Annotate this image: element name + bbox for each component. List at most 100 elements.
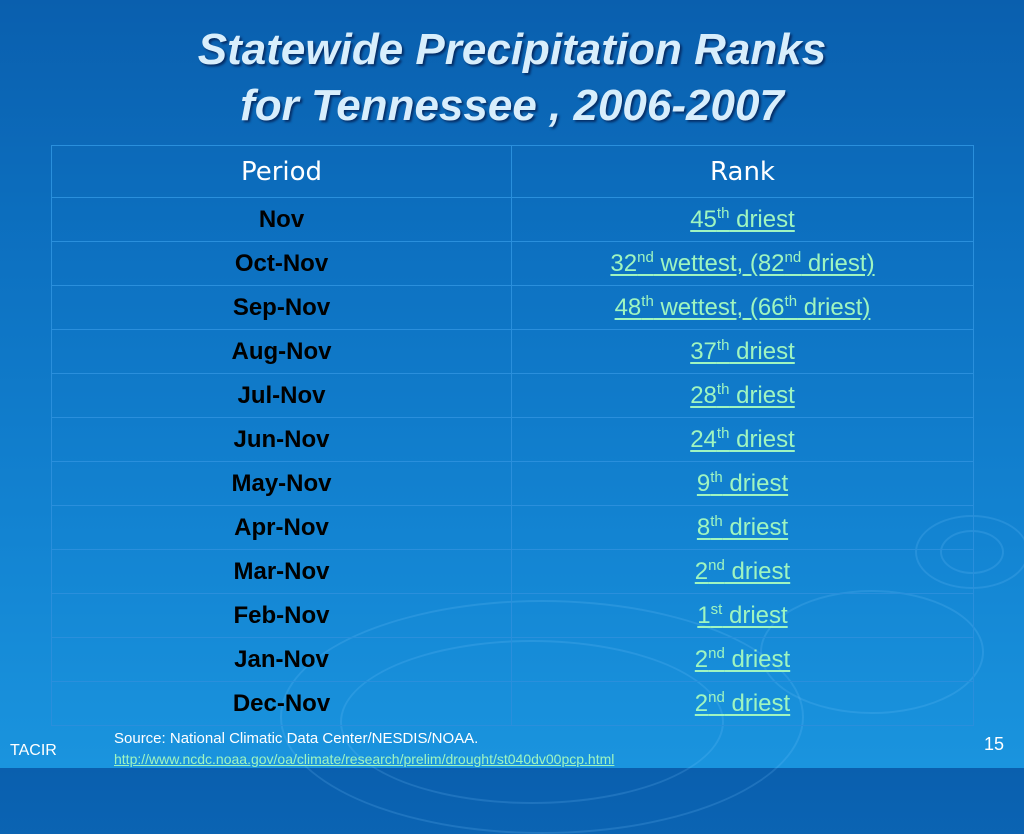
rank-link[interactable]: 2nd driest bbox=[695, 690, 790, 717]
rank-description: wettest, (82 bbox=[653, 249, 785, 277]
rank-cell: 9th driest bbox=[511, 461, 974, 506]
source-link[interactable]: http://www.ncdc.noaa.gov/oa/climate/rese… bbox=[114, 751, 615, 767]
table-header-row: Period Rank bbox=[51, 145, 974, 198]
title-line-2: for Tennessee , 2006-2007 bbox=[240, 81, 784, 130]
rank-ordinal-suffix: st bbox=[710, 600, 723, 618]
rank-number: 2 bbox=[694, 689, 709, 717]
table-row: Sep-Nov 48th wettest, (66th driest) bbox=[51, 285, 974, 330]
rank-number: 9 bbox=[696, 469, 711, 497]
rank-cell: 32nd wettest, (82nd driest) bbox=[511, 241, 974, 286]
precipitation-rank-table: Period Rank Nov 45th driest Oct-Nov 32nd we… bbox=[51, 145, 974, 726]
rank-ordinal-suffix: th bbox=[716, 380, 730, 398]
rank-description: driest bbox=[724, 557, 791, 585]
rank-cell: 37th driest bbox=[511, 329, 974, 374]
rank-link[interactable]: 32nd wettest, (82nd driest) bbox=[610, 250, 874, 277]
rank-description: driest bbox=[729, 425, 795, 453]
table-row: Oct-Nov 32nd wettest, (82nd driest) bbox=[51, 241, 974, 286]
table-row: Mar-Nov 2nd driest bbox=[51, 549, 974, 594]
rank-description: driest bbox=[722, 601, 788, 629]
rank-number: 2 bbox=[694, 557, 709, 585]
rank-number: 32 bbox=[610, 249, 638, 277]
rank-cell: 8th driest bbox=[511, 505, 974, 550]
rank-ordinal-suffix: th bbox=[710, 468, 723, 486]
rank-number: 37 bbox=[690, 337, 717, 365]
rank-description: wettest, (66 bbox=[653, 293, 785, 321]
rank-ordinal-suffix: th bbox=[641, 292, 654, 310]
period-cell: Jan-Nov bbox=[51, 637, 512, 682]
period-cell: Nov bbox=[51, 197, 512, 242]
rank-ordinal-suffix: nd bbox=[637, 248, 654, 266]
rank-ordinal-suffix: th bbox=[710, 512, 723, 530]
table-row: May-Nov 9th driest bbox=[51, 461, 974, 506]
table-row: Apr-Nov 8th driest bbox=[51, 505, 974, 550]
rank-ordinal-suffix: th bbox=[716, 424, 730, 442]
table-row: Feb-Nov 1st driest bbox=[51, 593, 974, 638]
rank-number: 28 bbox=[690, 381, 717, 409]
rank-description: driest bbox=[722, 469, 789, 497]
rank-number: 24 bbox=[690, 425, 717, 453]
page-number: 15 bbox=[983, 734, 1004, 754]
rank-ordinal-suffix: nd bbox=[708, 556, 725, 574]
source-citation: Source: National Climatic Data Center/NE… bbox=[114, 729, 614, 769]
rank-link[interactable]: 45th driest bbox=[690, 206, 795, 233]
rank-link[interactable]: 9th driest bbox=[697, 470, 788, 497]
table-row: Dec-Nov 2nd driest bbox=[51, 681, 974, 726]
title-line-1: Statewide Precipitation Ranks bbox=[197, 25, 827, 74]
footer-organization: TACIR bbox=[10, 742, 57, 759]
rank-description: driest bbox=[729, 205, 795, 233]
rank-description: driest bbox=[722, 513, 789, 541]
rank-ordinal-suffix: nd bbox=[708, 644, 725, 662]
rank-ordinal-suffix: nd bbox=[784, 248, 802, 266]
rank-cell: 2nd driest bbox=[511, 549, 974, 594]
column-header-rank: Rank bbox=[511, 145, 974, 198]
rank-cell: 24th driest bbox=[511, 417, 974, 462]
period-cell: Feb-Nov bbox=[51, 593, 512, 638]
period-cell: Sep-Nov bbox=[51, 285, 512, 330]
table-row: Aug-Nov 37th driest bbox=[51, 329, 974, 374]
source-label: Source: National Climatic Data Center/NE… bbox=[114, 730, 479, 747]
column-header-period: Period bbox=[51, 145, 512, 198]
rank-number: 1 bbox=[697, 601, 711, 629]
rank-link[interactable]: 24th driest bbox=[690, 426, 795, 453]
slide-title: Statewide Precipitation Ranks for Tennes… bbox=[0, 22, 1024, 134]
rank-link[interactable]: 37th driest bbox=[690, 338, 795, 365]
rank-link[interactable]: 8th driest bbox=[697, 514, 788, 541]
rank-ordinal-suffix: th bbox=[716, 204, 730, 222]
rank-description: driest bbox=[724, 645, 791, 673]
rank-description: driest) bbox=[797, 293, 871, 321]
table-row: Nov 45th driest bbox=[51, 197, 974, 242]
table-row: Jan-Nov 2nd driest bbox=[51, 637, 974, 682]
rank-number: 45 bbox=[690, 205, 717, 233]
period-cell: Apr-Nov bbox=[51, 505, 512, 550]
rank-cell: 2nd driest bbox=[511, 681, 974, 726]
rank-number: 8 bbox=[696, 513, 711, 541]
period-cell: Jul-Nov bbox=[51, 373, 512, 418]
rank-cell: 28th driest bbox=[511, 373, 974, 418]
rank-link[interactable]: 28th driest bbox=[690, 382, 795, 409]
table-row: Jun-Nov 24th driest bbox=[51, 417, 974, 462]
rank-cell: 1st driest bbox=[511, 593, 974, 638]
period-cell: Jun-Nov bbox=[51, 417, 512, 462]
rank-number: 2 bbox=[694, 645, 709, 673]
rank-link[interactable]: 2nd driest bbox=[695, 646, 790, 673]
period-cell: Mar-Nov bbox=[51, 549, 512, 594]
rank-link[interactable]: 1st driest bbox=[697, 602, 787, 629]
rank-ordinal-suffix: nd bbox=[708, 688, 725, 706]
rank-number: 48 bbox=[614, 293, 642, 321]
rank-description: driest) bbox=[801, 249, 875, 277]
rank-description: driest bbox=[729, 337, 795, 365]
rank-description: driest bbox=[724, 689, 791, 717]
rank-ordinal-suffix: th bbox=[716, 336, 730, 354]
period-cell: Dec-Nov bbox=[51, 681, 512, 726]
rank-description: driest bbox=[729, 381, 795, 409]
table-body: Nov 45th driest Oct-Nov 32nd wettest, (82nd… bbox=[51, 197, 974, 726]
table-row: Jul-Nov 28th driest bbox=[51, 373, 974, 418]
period-cell: May-Nov bbox=[51, 461, 512, 506]
rank-link[interactable]: 48th wettest, (66th driest) bbox=[615, 294, 871, 321]
period-cell: Aug-Nov bbox=[51, 329, 512, 374]
rank-cell: 2nd driest bbox=[511, 637, 974, 682]
rank-cell: 45th driest bbox=[511, 197, 974, 242]
rank-cell: 48th wettest, (66th driest) bbox=[511, 285, 974, 330]
rank-ordinal-suffix: th bbox=[784, 292, 798, 310]
rank-link[interactable]: 2nd driest bbox=[695, 558, 790, 585]
